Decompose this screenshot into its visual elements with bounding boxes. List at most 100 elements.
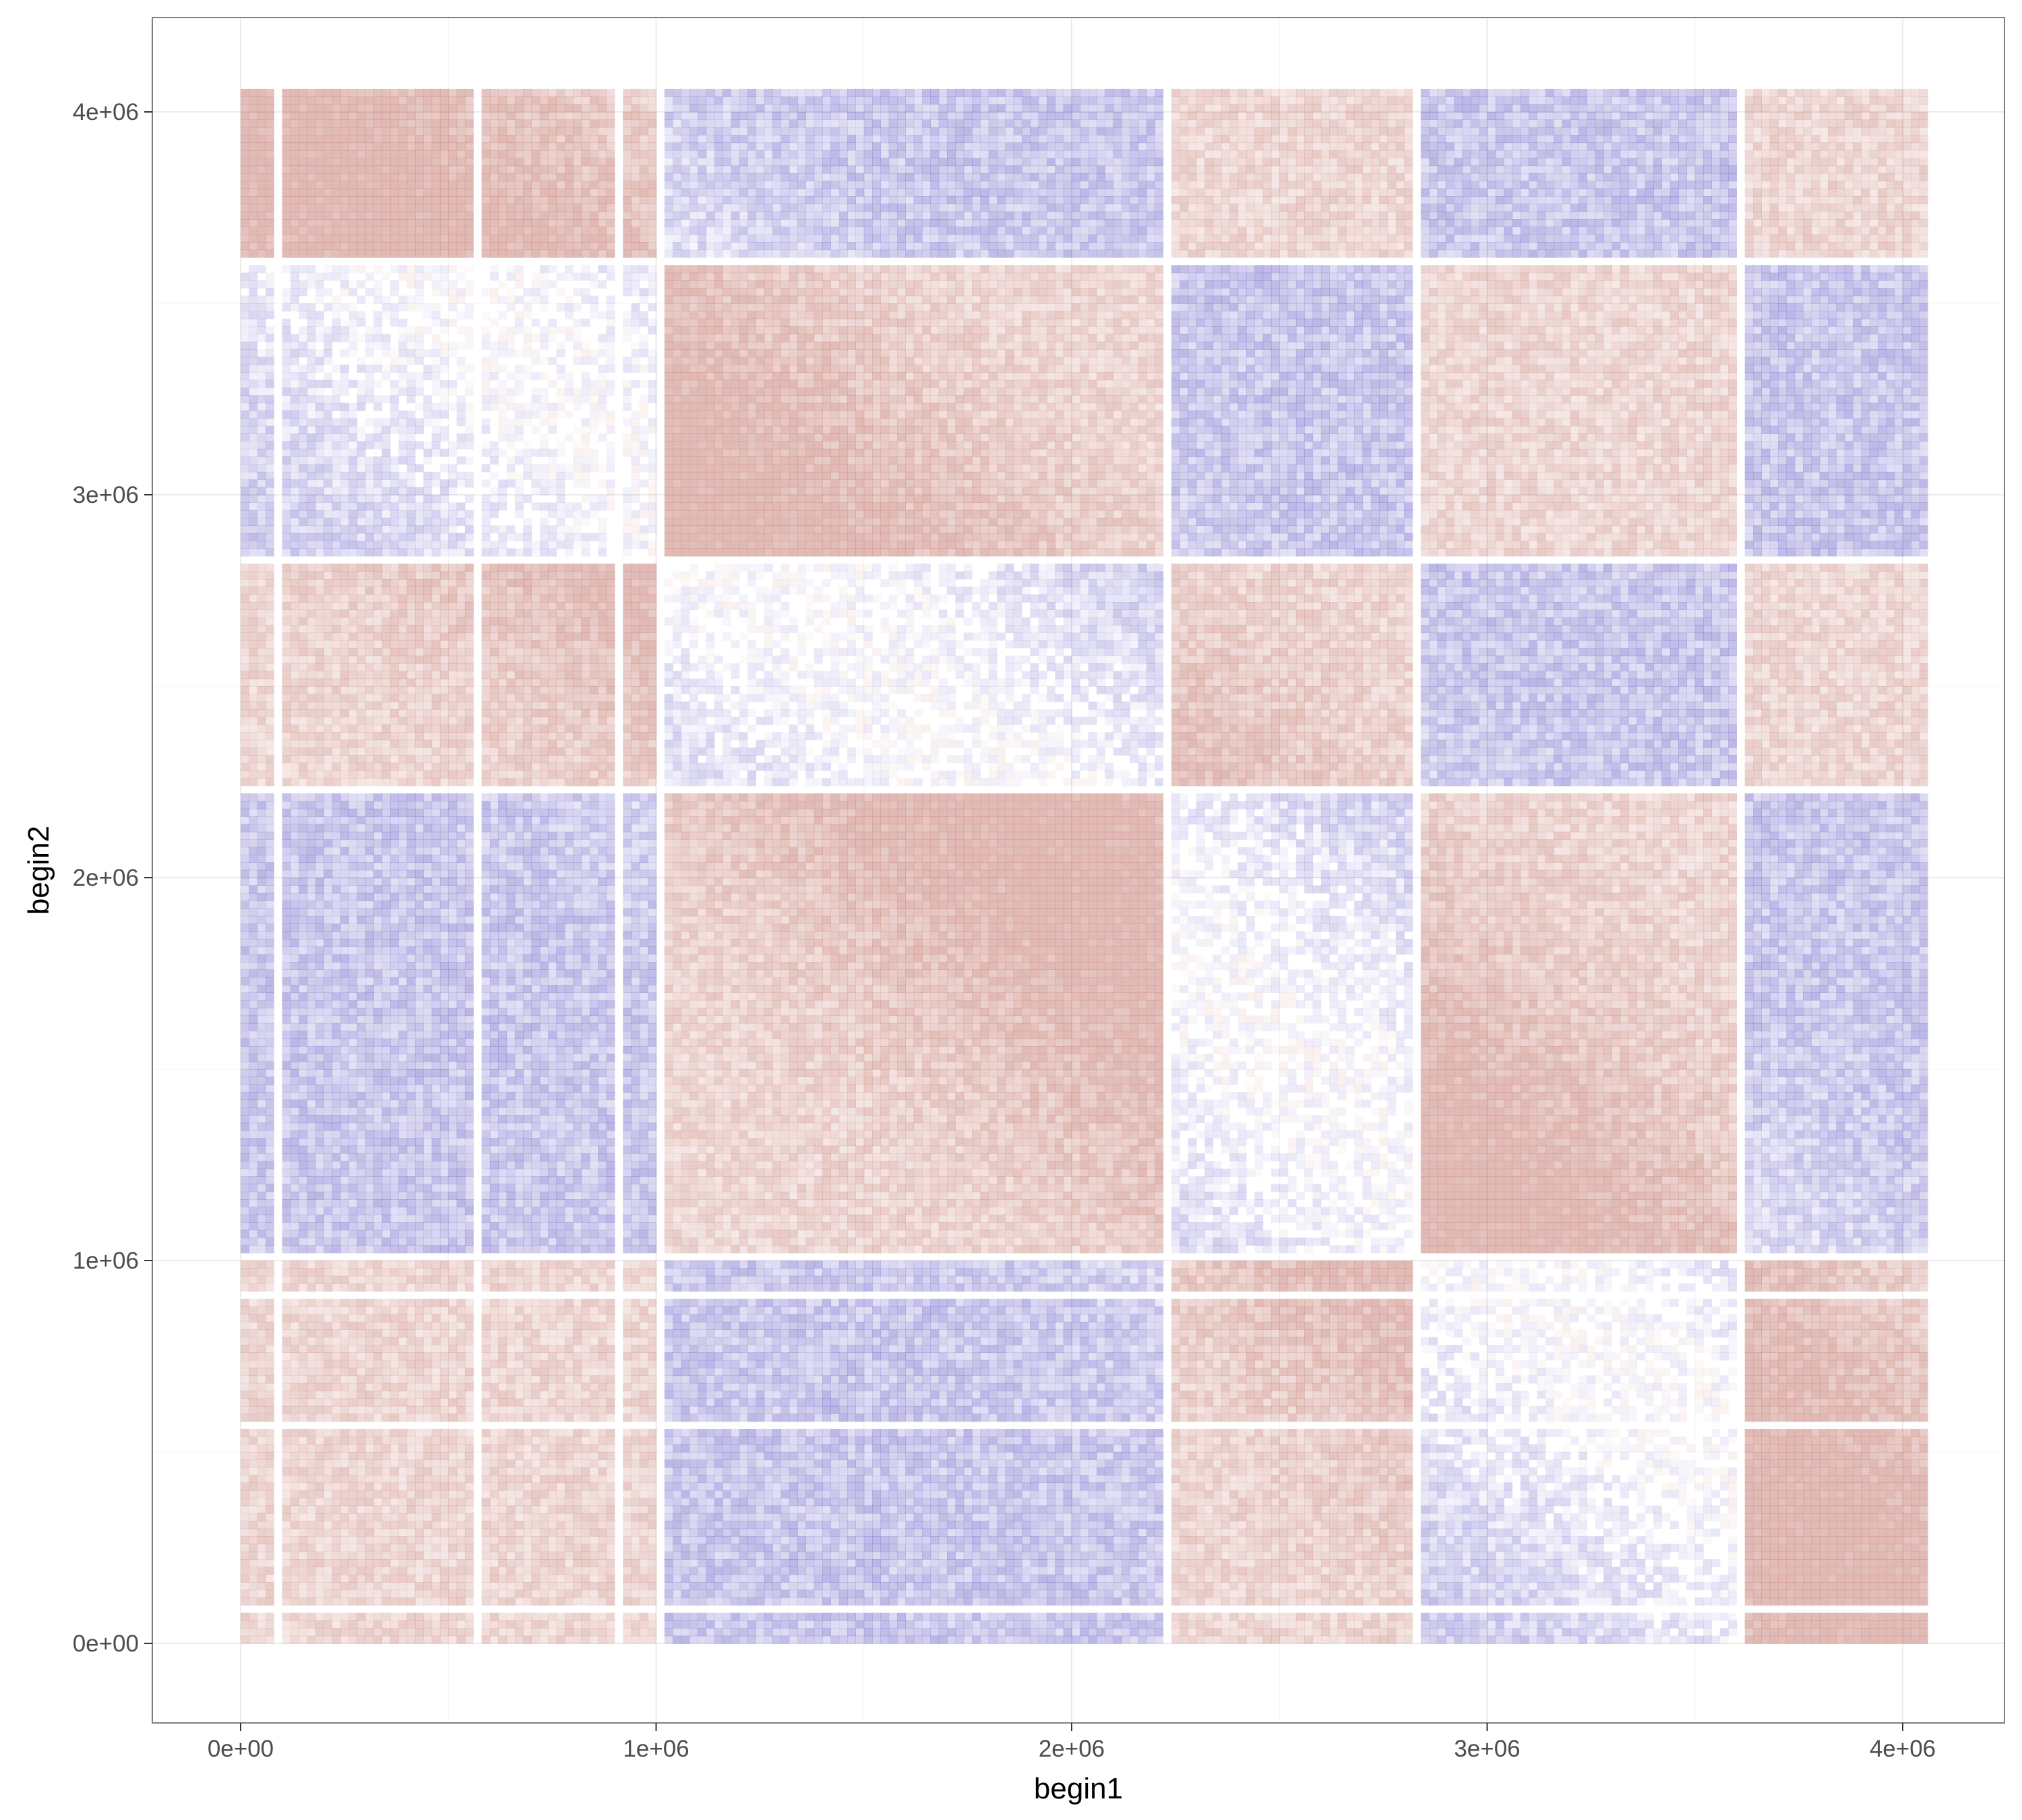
heatmap-cell <box>332 196 341 204</box>
heatmap-cell <box>457 1620 466 1629</box>
heatmap-cell <box>390 770 399 779</box>
heatmap-cell <box>307 625 316 633</box>
heatmap-cell <box>257 158 266 166</box>
heatmap-cell <box>249 595 257 603</box>
heatmap-cell <box>257 334 266 342</box>
heatmap-cell <box>390 1215 399 1223</box>
heatmap-cell <box>307 586 316 595</box>
heatmap-cell <box>423 885 432 893</box>
heatmap-cell <box>415 89 424 97</box>
heatmap-cell <box>282 388 291 396</box>
heatmap-cell <box>382 1283 391 1292</box>
heatmap-cell <box>423 1146 432 1154</box>
heatmap-cell <box>340 533 349 541</box>
heatmap-cell <box>315 1337 324 1345</box>
heatmap-cell <box>398 365 407 373</box>
heatmap-cell <box>282 1283 291 1292</box>
heatmap-cell <box>390 1498 399 1506</box>
heatmap-cell <box>266 204 274 212</box>
heatmap-cell <box>440 1283 449 1292</box>
heatmap-cell <box>423 158 432 166</box>
heatmap-cell <box>465 1452 474 1460</box>
heatmap-cell <box>315 1490 324 1498</box>
heatmap-cell <box>282 442 291 450</box>
heatmap-cell <box>299 1329 307 1337</box>
heatmap-cell <box>407 1138 416 1146</box>
heatmap-cell <box>307 311 316 319</box>
heatmap-cell <box>324 1590 332 1598</box>
heatmap-cell <box>241 426 249 434</box>
heatmap-cell <box>257 609 266 617</box>
heatmap-cell <box>390 1169 399 1177</box>
heatmap-cell <box>332 1459 341 1467</box>
heatmap-cell <box>282 855 291 863</box>
heatmap-cell <box>432 112 441 120</box>
heatmap-cell <box>249 763 257 771</box>
heatmap-cell <box>299 1345 307 1353</box>
heatmap-cell <box>266 969 274 977</box>
heatmap-cell <box>257 1261 266 1269</box>
heatmap-cell <box>241 342 249 350</box>
heatmap-cell <box>423 403 432 411</box>
heatmap-cell <box>365 549 374 557</box>
heatmap-cell <box>398 962 407 970</box>
heatmap-cell <box>390 633 399 641</box>
heatmap-cell <box>432 717 441 725</box>
heatmap-cell <box>348 946 357 954</box>
heatmap-cell <box>365 1544 374 1552</box>
heatmap-cell <box>348 1008 357 1016</box>
heatmap-cell <box>266 801 274 809</box>
heatmap-cell <box>282 923 291 932</box>
heatmap-cell <box>357 1375 366 1383</box>
heatmap-cell <box>432 1620 441 1629</box>
heatmap-cell <box>257 495 266 503</box>
heatmap-cell <box>423 1536 432 1544</box>
heatmap-cell <box>340 89 349 97</box>
heatmap-cell <box>299 1406 307 1414</box>
heatmap-cell <box>423 893 432 901</box>
heatmap-cell <box>448 1452 457 1460</box>
heatmap-cell <box>241 1383 249 1391</box>
heatmap-cell <box>257 1207 266 1215</box>
heatmap-cell <box>432 1261 441 1269</box>
heatmap-cell <box>348 1345 357 1353</box>
heatmap-cell <box>299 250 307 258</box>
heatmap-cell <box>307 1352 316 1360</box>
heatmap-cell <box>307 1406 316 1414</box>
heatmap-cell <box>390 916 399 924</box>
heatmap-cell <box>382 847 391 855</box>
heatmap-cell <box>241 648 249 656</box>
heatmap-cell <box>390 763 399 771</box>
heatmap-cell <box>398 533 407 541</box>
heatmap-cell <box>324 112 332 120</box>
heatmap-cell <box>348 142 357 150</box>
heatmap-cell <box>241 1031 249 1039</box>
heatmap-cell <box>465 1375 474 1383</box>
heatmap-cell <box>440 1123 449 1131</box>
heatmap-cell <box>332 916 341 924</box>
heatmap-cell <box>332 265 341 273</box>
heatmap-cell <box>365 1169 374 1177</box>
heatmap-cell <box>348 1261 357 1269</box>
heatmap-cell <box>415 1521 424 1529</box>
heatmap-cell <box>290 1314 299 1323</box>
heatmap-cell <box>257 265 266 273</box>
heatmap-cell <box>340 1352 349 1360</box>
heatmap-cell <box>315 487 324 495</box>
heatmap-cell <box>266 104 274 113</box>
heatmap-cell <box>382 273 391 281</box>
heatmap-cell <box>415 1306 424 1314</box>
heatmap-cell <box>249 1337 257 1345</box>
heatmap-cell <box>249 855 257 863</box>
heatmap-cell <box>299 1521 307 1529</box>
heatmap-cell <box>365 135 374 143</box>
heatmap-cell <box>266 212 274 220</box>
heatmap-cell <box>348 625 357 633</box>
heatmap-cell <box>398 939 407 947</box>
heatmap-cell <box>373 487 382 495</box>
heatmap-cell <box>257 1039 266 1047</box>
heatmap-cell <box>382 679 391 687</box>
heatmap-cell <box>432 617 441 626</box>
heatmap-cell <box>357 1108 366 1116</box>
heatmap-cell <box>340 1031 349 1039</box>
